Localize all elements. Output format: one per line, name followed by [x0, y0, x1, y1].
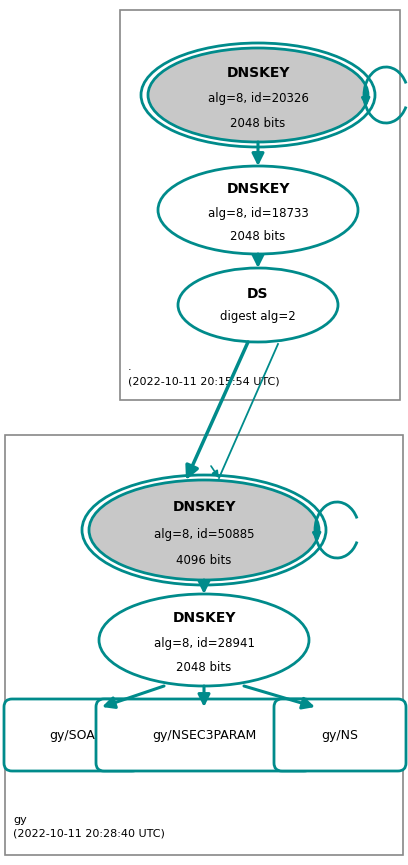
Text: .: . — [128, 362, 132, 372]
Text: (2022-10-11 20:28:40 UTC): (2022-10-11 20:28:40 UTC) — [13, 829, 165, 839]
FancyBboxPatch shape — [274, 699, 406, 771]
Ellipse shape — [148, 48, 368, 142]
Text: DNSKEY: DNSKEY — [172, 612, 236, 625]
Text: alg=8, id=28941: alg=8, id=28941 — [153, 638, 255, 650]
Text: digest alg=2: digest alg=2 — [220, 310, 296, 323]
Text: gy/NS: gy/NS — [322, 728, 359, 741]
Text: 2048 bits: 2048 bits — [231, 117, 286, 130]
Text: 2048 bits: 2048 bits — [176, 662, 232, 675]
Ellipse shape — [158, 166, 358, 254]
Text: gy/NSEC3PARAM: gy/NSEC3PARAM — [152, 728, 256, 741]
Text: DNSKEY: DNSKEY — [226, 66, 290, 80]
Text: gy: gy — [13, 815, 27, 825]
FancyBboxPatch shape — [4, 699, 140, 771]
Text: gy/SOA: gy/SOA — [49, 728, 95, 741]
Bar — [120, 10, 400, 400]
Ellipse shape — [99, 594, 309, 686]
Bar — [5, 435, 403, 855]
Text: alg=8, id=50885: alg=8, id=50885 — [154, 528, 254, 541]
Text: DNSKEY: DNSKEY — [226, 183, 290, 196]
Ellipse shape — [89, 480, 319, 580]
Text: alg=8, id=18733: alg=8, id=18733 — [208, 207, 308, 220]
Text: 2048 bits: 2048 bits — [231, 230, 286, 243]
Text: DNSKEY: DNSKEY — [172, 500, 236, 514]
FancyBboxPatch shape — [96, 699, 312, 771]
Text: DS: DS — [247, 287, 269, 301]
Ellipse shape — [178, 268, 338, 342]
Text: alg=8, id=20326: alg=8, id=20326 — [208, 93, 308, 106]
Text: 4096 bits: 4096 bits — [176, 554, 232, 567]
Text: (2022-10-11 20:15:54 UTC): (2022-10-11 20:15:54 UTC) — [128, 376, 279, 386]
